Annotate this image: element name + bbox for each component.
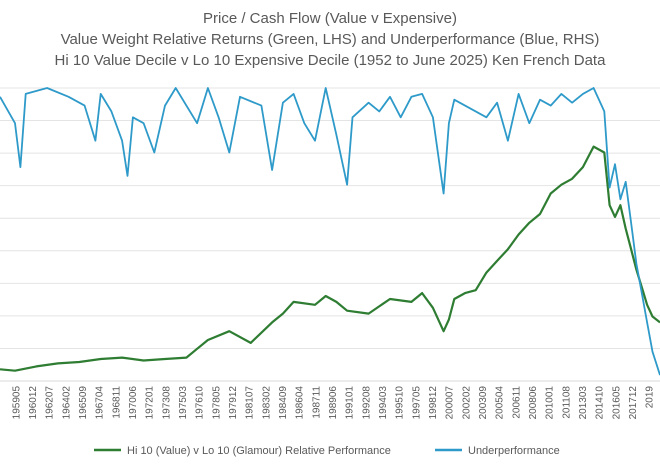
x-tick-label: 197912 xyxy=(228,386,239,420)
x-tick-label: 197006 xyxy=(128,386,139,420)
legend: Hi 10 (Value) v Lo 10 (Glamour) Relative… xyxy=(94,445,560,457)
chart-title-line-2: Value Weight Relative Returns (Green, LH… xyxy=(61,31,600,48)
x-tick-label: 198604 xyxy=(295,386,306,420)
x-tick-label: 199705 xyxy=(411,386,422,420)
x-tick-label: 201303 xyxy=(578,386,589,420)
x-tick-label: 198107 xyxy=(245,386,256,420)
x-tick-label: 197201 xyxy=(145,386,156,420)
x-tick-label: 199101 xyxy=(345,386,356,420)
x-tick-label: 201001 xyxy=(545,386,556,420)
x-tick-label: 200202 xyxy=(461,386,472,420)
x-tick-label: 198906 xyxy=(328,386,339,420)
x-tick-label: 197805 xyxy=(211,386,222,420)
x-tick-label: 196509 xyxy=(78,386,89,420)
x-tick-label: 196402 xyxy=(61,386,72,420)
x-tick-label: 197610 xyxy=(195,386,206,420)
x-tick-label: 200504 xyxy=(495,386,506,420)
x-tick-label: 200309 xyxy=(478,386,489,420)
x-tick-label: 200007 xyxy=(445,386,456,420)
x-tick-label: 198409 xyxy=(278,386,289,420)
x-tick-label: 198302 xyxy=(261,386,272,420)
legend-label-value: Hi 10 (Value) v Lo 10 (Glamour) Relative… xyxy=(127,445,391,457)
x-tick-label: 200611 xyxy=(511,386,522,419)
chart-title-line-1: Price / Cash Flow (Value v Expensive) xyxy=(203,10,457,27)
gridlines xyxy=(0,87,660,349)
x-tick-labels: 195905 196012 196207 196402 196509 196704 1968… xyxy=(11,386,655,420)
x-tick-label: 197503 xyxy=(178,386,189,420)
x-tick-label: 201712 xyxy=(628,386,639,420)
x-tick-label: 198711 xyxy=(311,386,322,419)
x-tick-label: 196811 xyxy=(111,386,122,419)
x-tick-label: 201410 xyxy=(595,386,606,420)
x-tick-label: 201605 xyxy=(611,386,622,420)
x-tick-label: 200806 xyxy=(528,386,539,420)
x-tick-label: 199403 xyxy=(378,386,389,420)
legend-label-underperformance: Underperformance xyxy=(468,445,560,457)
x-tick-label: 201108 xyxy=(561,386,572,419)
x-tick-label: 196207 xyxy=(45,386,56,420)
x-tick-label: 195905 xyxy=(11,386,22,420)
x-tick-label: 2019 xyxy=(645,386,656,409)
x-tick-label: 199208 xyxy=(361,386,372,420)
series-layer xyxy=(0,87,660,376)
x-tick-label: 199812 xyxy=(428,386,439,420)
chart-title-line-3: Hi 10 Value Decile v Lo 10 Expensive Dec… xyxy=(55,52,607,69)
x-tick-label: 197308 xyxy=(161,386,172,420)
x-tick-label: 196012 xyxy=(28,386,39,420)
series-line-relative-performance xyxy=(0,145,660,372)
x-tick-label: 199510 xyxy=(395,386,406,420)
series-line-underperformance xyxy=(0,87,660,376)
x-tick-label: 196704 xyxy=(95,386,106,420)
